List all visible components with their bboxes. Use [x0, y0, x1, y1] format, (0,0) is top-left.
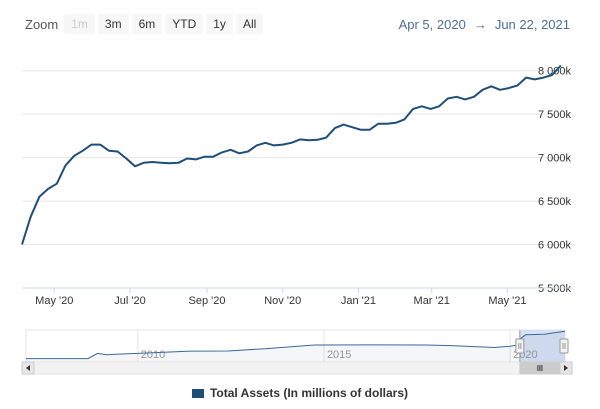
chevron-left-icon [26, 365, 30, 371]
scrollbar-thumb[interactable] [519, 361, 561, 375]
x-tick-label: May '21 [488, 295, 526, 307]
scrollbar-track[interactable] [21, 361, 573, 375]
legend-label: Total Assets (In millions of dollars) [209, 386, 409, 400]
zoom-all-button[interactable]: All [235, 14, 264, 34]
chevron-right-icon [564, 365, 568, 371]
scrollbar-left-button[interactable] [21, 361, 35, 375]
zoom-1y-button[interactable]: 1y [206, 14, 233, 34]
zoom-ytd-button[interactable]: YTD [165, 14, 204, 34]
y-tick-label: 7 000k [538, 153, 572, 165]
zoom-6m-button[interactable]: 6m [131, 14, 163, 34]
navigator-left-handle[interactable] [515, 338, 525, 354]
y-tick-label: 6 500k [538, 196, 572, 208]
zoom-1m-button[interactable]: 1m [64, 14, 95, 34]
zoom-3m-button[interactable]: 3m [97, 14, 129, 34]
x-tick-label: Sep '20 [189, 295, 226, 307]
range-arrow-icon: → [473, 16, 487, 32]
legend-swatch [191, 388, 204, 398]
x-tick-label: May '20 [35, 295, 73, 307]
x-axis: May '20 Jul '20 Sep '20 Nov '20 Jan '21 Mar '… [22, 287, 572, 307]
date-range-selector: Apr 5, 2020 → Jun 22, 2021 [399, 14, 570, 34]
scrollbar-right-button[interactable] [559, 361, 573, 375]
grid-lines [22, 70, 572, 289]
range-to-input[interactable]: Jun 22, 2021 [494, 16, 570, 32]
y-tick-label: 7 500k [538, 109, 572, 121]
range-from-input[interactable]: Apr 5, 2020 [398, 16, 466, 32]
x-tick-label: Jan '21 [341, 295, 376, 307]
scrollbar[interactable] [21, 361, 573, 375]
navigator-right-handle[interactable] [559, 338, 569, 354]
navigator-selection-mask[interactable] [519, 330, 565, 362]
y-tick-label: 6 000k [538, 240, 572, 252]
y-tick-label: 5 500k [538, 283, 572, 295]
x-tick-label: Nov '20 [264, 295, 301, 307]
x-tick-label: Jul '20 [114, 295, 145, 307]
series-line-total-assets [21, 64, 562, 245]
zoom-toolbar: Zoom 1m 3m 6m YTD 1y All [25, 14, 266, 34]
navigator-year-label: 2015 [327, 349, 351, 361]
zoom-label: Zoom [25, 16, 59, 32]
navigator[interactable]: 2010 2015 2020 [25, 329, 569, 363]
legend[interactable]: Total Assets (In millions of dollars) [0, 386, 600, 400]
x-tick-label: Mar '21 [414, 295, 450, 307]
